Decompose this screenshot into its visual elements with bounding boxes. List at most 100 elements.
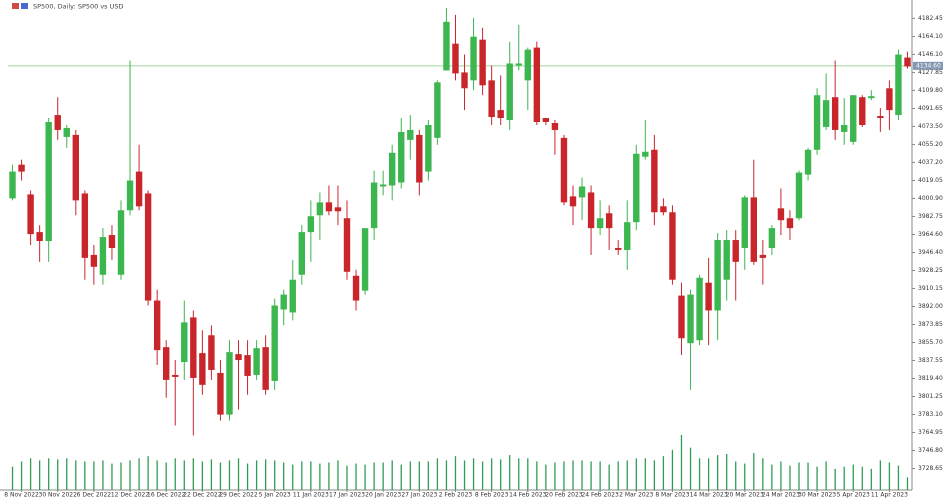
candle-body (443, 21, 450, 71)
candle-body (398, 131, 405, 183)
y-tick-label: 3928.25 (918, 267, 943, 274)
y-tick-label: 4127.85 (918, 69, 943, 76)
candle-body (696, 277, 703, 341)
candle-body (723, 240, 730, 280)
candle-body (859, 97, 866, 125)
candle-body (795, 172, 803, 219)
y-tick-label: 3892.00 (918, 303, 943, 310)
candle-body (786, 218, 794, 229)
candle-body (578, 186, 586, 198)
candle-body (678, 295, 685, 339)
price-label: 4134.60 (916, 62, 941, 69)
candle-body (352, 275, 360, 301)
candle-body (316, 202, 324, 216)
y-tick-label: 4000.90 (918, 195, 943, 202)
x-tick-label: 14 Feb 2023 (509, 492, 547, 499)
candle-body (479, 39, 486, 86)
candle-body (199, 353, 206, 385)
y-tick-label: 3819.40 (918, 375, 943, 382)
y-tick-label: 4019.05 (918, 177, 943, 184)
candle-body (407, 129, 414, 140)
y-tick-label: 4055.20 (918, 141, 943, 148)
y-tick-label: 3728.65 (918, 465, 943, 472)
x-tick-label: 20 Mar 2023 (726, 492, 764, 499)
candle-body (18, 164, 25, 172)
candle-body (217, 372, 224, 415)
y-tick-label: 4037.20 (918, 159, 943, 166)
candle-body (777, 208, 785, 221)
x-tick-label: 29 Dec 2022 (219, 492, 258, 499)
x-tick-label: 11 Apr 2023 (871, 492, 908, 499)
candle-body (642, 151, 649, 157)
candle-body (506, 63, 513, 121)
y-tick-label: 3855.70 (918, 339, 943, 346)
candle-body (181, 322, 188, 363)
candle-body (877, 116, 884, 119)
x-tick-label: 22 Dec 2022 (183, 492, 222, 499)
candle-body (307, 216, 315, 233)
candle-body (244, 355, 251, 376)
candle-body (144, 193, 152, 301)
candle-body (542, 118, 550, 123)
candle-body (651, 149, 658, 213)
candle-body (624, 222, 631, 250)
candle-body (27, 194, 34, 235)
x-tick-label: 17 Jan 2023 (329, 492, 365, 499)
candle-body (470, 36, 477, 81)
y-tick-label: 3982.75 (918, 213, 943, 220)
x-tick-label: 2 Feb 2023 (439, 492, 473, 499)
candle-body (63, 127, 70, 137)
candle-body (741, 197, 748, 248)
y-tick-label: 4091.65 (918, 105, 943, 112)
candle-body (117, 210, 125, 275)
candle-body (163, 347, 170, 380)
candle-body (289, 279, 296, 313)
x-tick-label: 24 Mar 2023 (762, 492, 800, 499)
candle-body (36, 232, 43, 242)
x-tick-label: 20 Jan 2023 (365, 492, 401, 499)
candle-body (569, 196, 577, 207)
y-tick-label: 4146.10 (918, 51, 943, 58)
y-tick-label: 3873.85 (918, 321, 943, 328)
candle-body (868, 96, 875, 99)
candle-body (560, 137, 568, 203)
y-tick-label: 3910.15 (918, 285, 943, 292)
candle-body (669, 212, 676, 280)
candle-body (533, 47, 541, 123)
x-tick-label: 5 Apr 2023 (837, 492, 870, 499)
candle-body (551, 122, 559, 130)
x-tick-label: 8 Nov 2022 (4, 492, 39, 499)
x-tick-label: 2 Mar 2023 (619, 492, 653, 499)
icon (21, 3, 28, 9)
candle-body (343, 218, 351, 272)
candle-body (425, 124, 432, 172)
icon (12, 3, 19, 9)
x-tick-label: 27 Jan 2023 (401, 492, 437, 499)
x-tick-label: 20 Feb 2023 (545, 492, 583, 499)
candle-body (208, 335, 215, 370)
candle-body (9, 171, 16, 199)
candle-body (515, 63, 522, 66)
candle-body (768, 228, 776, 248)
candle-body (633, 153, 640, 223)
y-tick-label: 3764.95 (918, 429, 943, 436)
candle-body (822, 100, 830, 127)
x-tick-label: 8 Mar 2023 (655, 492, 689, 499)
candle-body (235, 354, 242, 361)
candle-body (497, 110, 504, 119)
x-tick-label: 8 Feb 2023 (475, 492, 509, 499)
candle-body (135, 171, 143, 207)
candle-body (886, 88, 893, 111)
candle-body (325, 202, 333, 212)
candle-body (54, 115, 61, 130)
candle-body (587, 192, 595, 229)
y-tick-label: 4109.80 (918, 87, 943, 94)
candle-body (271, 305, 278, 381)
y-tick-label: 4164.10 (918, 33, 943, 40)
candle-body (615, 247, 622, 250)
chart-title: SP500, Daily: SP500 vs USD (33, 3, 124, 11)
candle-body (190, 317, 197, 378)
y-tick-label: 3837.55 (918, 357, 943, 364)
